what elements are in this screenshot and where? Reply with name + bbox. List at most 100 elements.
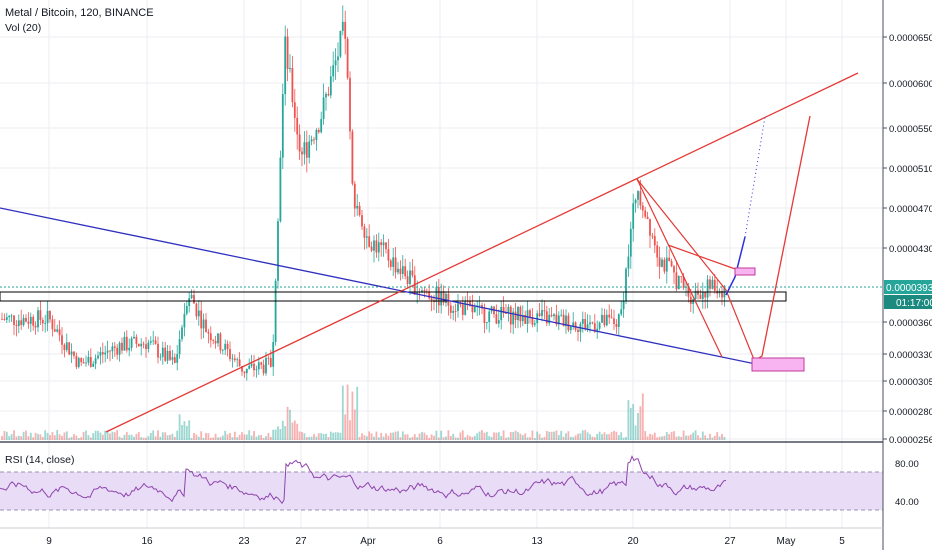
volume-bar (406, 434, 409, 440)
volume-bar (553, 431, 555, 440)
large-target-box[interactable] (751, 357, 805, 372)
volume-bar (521, 435, 524, 440)
candle-body (142, 343, 145, 345)
candle-body (101, 352, 104, 355)
volume-bar (593, 437, 596, 440)
volume-bar (447, 430, 450, 440)
volume-bar (195, 434, 198, 440)
candle-body (89, 357, 92, 367)
volume-bar (332, 432, 335, 440)
volume-bar (485, 431, 488, 440)
candle-body (555, 314, 558, 325)
volume-bar (272, 429, 275, 440)
volume-bar (569, 436, 572, 440)
red-projection-up[interactable] (751, 115, 811, 363)
volume-bar (685, 435, 687, 440)
candle-body (82, 362, 85, 364)
volume-bar (697, 435, 699, 440)
candle-body (464, 301, 467, 315)
candle-body (711, 279, 714, 289)
volume-bar (375, 431, 378, 440)
red-wedge-mid[interactable] (667, 244, 739, 271)
red-wedge-right[interactable] (636, 178, 756, 363)
candle-body (73, 351, 75, 356)
volume-bar (80, 437, 83, 440)
volume-bar (17, 435, 20, 440)
volume-bar (154, 436, 157, 440)
volume-bar (190, 437, 193, 440)
volume-bar (565, 433, 567, 440)
candle-body (176, 354, 179, 363)
time-tick-label: Apr (360, 536, 376, 547)
candle-body (85, 362, 87, 364)
candle-body (284, 36, 287, 95)
candle-body (68, 342, 71, 355)
rsi-scale[interactable]: 80.00 40.00 (895, 459, 919, 508)
volume-bar (75, 435, 78, 440)
candle-body (217, 333, 219, 344)
volume-label[interactable]: Vol (20) (5, 22, 42, 34)
candle-body (689, 296, 692, 304)
candle-body (452, 310, 455, 313)
volume-bar (317, 433, 320, 440)
volume-bar (257, 435, 260, 440)
volume-bar (543, 436, 546, 440)
volume-bar (164, 432, 167, 440)
candle-body (661, 259, 663, 267)
candle-body (80, 358, 83, 363)
volume-bar (157, 430, 159, 440)
candle-body (243, 371, 246, 374)
time-axis[interactable]: 9 16 23 27 Apr 6 13 20 27 May 5 (46, 536, 845, 547)
symbol-title[interactable]: Metal / Bitcoin, 120, BINANCE (5, 7, 154, 19)
candle-body (382, 242, 385, 246)
candle-body (296, 117, 299, 135)
candle-body (589, 322, 591, 325)
red-wedge-upper[interactable] (636, 178, 723, 358)
support-zone-box[interactable] (0, 291, 787, 302)
candle-body (315, 129, 318, 141)
volume-bar (73, 434, 75, 440)
candle-body (581, 319, 584, 324)
blue-dotted-projection[interactable] (744, 116, 766, 238)
candle-body (41, 319, 44, 324)
blue-trendline[interactable] (0, 207, 781, 370)
volume-bar (236, 437, 239, 440)
volume-bar (58, 434, 61, 440)
candle-body (517, 306, 519, 321)
candle-body (229, 349, 231, 360)
candle-body (106, 350, 109, 353)
volume-bar (687, 435, 690, 440)
candle-body (442, 291, 445, 303)
volume-bar (219, 437, 222, 440)
small-target-box[interactable] (734, 267, 756, 276)
volume-bar (5, 431, 8, 440)
volume-bar (193, 433, 195, 440)
volume-bar (526, 437, 529, 440)
volume-bar (267, 432, 270, 440)
rsi-label[interactable]: RSI (14, close) (5, 454, 75, 466)
candle-body (133, 336, 135, 339)
candle-body (365, 236, 368, 238)
candle-body (459, 303, 462, 305)
candle-body (157, 343, 159, 358)
candle-body (111, 346, 114, 352)
volume-bar (87, 435, 90, 440)
candle-body (92, 363, 95, 367)
volume-bar (104, 430, 107, 440)
candle-body (193, 294, 195, 304)
candle-body (397, 268, 399, 273)
candle-body (291, 67, 294, 103)
volume-bar (325, 433, 327, 440)
blue-projection-arrow[interactable] (725, 236, 746, 296)
volume-bar (217, 437, 219, 440)
volume-bar (452, 433, 455, 440)
candle-body (682, 276, 685, 288)
red-rising-trendline[interactable] (105, 72, 859, 433)
